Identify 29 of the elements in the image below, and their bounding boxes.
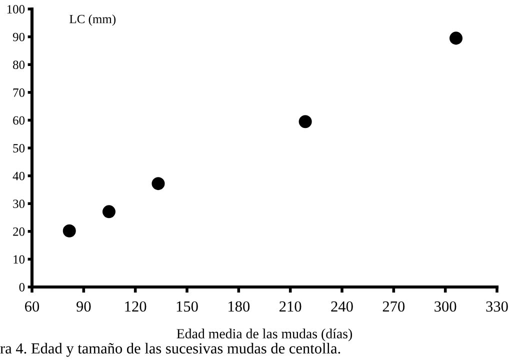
y-tick-label: 100 (7, 5, 25, 14)
y-tick-label: 50 (13, 144, 25, 152)
y-tick-label: 70 (13, 88, 25, 97)
text: ra 4. Edad y tamaño de las sucesivas mudas de centolla. (0, 342, 340, 357)
x-tick-label: 330 (486, 301, 508, 312)
point (152, 177, 165, 190)
x-tick-label: 270 (382, 301, 405, 312)
y-tick-label: 20 (13, 227, 25, 236)
x-tick-label: 210 (280, 301, 302, 312)
y-tick-label: 40 (12, 172, 25, 180)
y-tick-label: 90 (12, 32, 25, 42)
x-tick-label: 300 (434, 301, 456, 312)
y-tick-label: 80 (13, 60, 25, 70)
point (62, 224, 76, 238)
y-tick-label: 30 (13, 200, 25, 208)
y-tick-label: 60 (13, 116, 25, 125)
x-tick-label: 120 (125, 301, 146, 312)
point (450, 32, 463, 45)
y-axis-title: LC (mm) (70, 14, 116, 26)
x-tick-label: 60 (25, 301, 40, 312)
y-tick-label: 10 (14, 255, 25, 264)
x-tick-label: 240 (331, 301, 353, 312)
point (102, 205, 116, 218)
x-tick-label: 90 (76, 301, 91, 312)
y-tick-label: 0 (19, 283, 25, 292)
x-tick-label: 150 (176, 301, 198, 312)
x-axis-title: Edad media de las mudas (días) (176, 328, 352, 342)
point (298, 115, 312, 128)
x-tick-label: 180 (228, 301, 250, 312)
